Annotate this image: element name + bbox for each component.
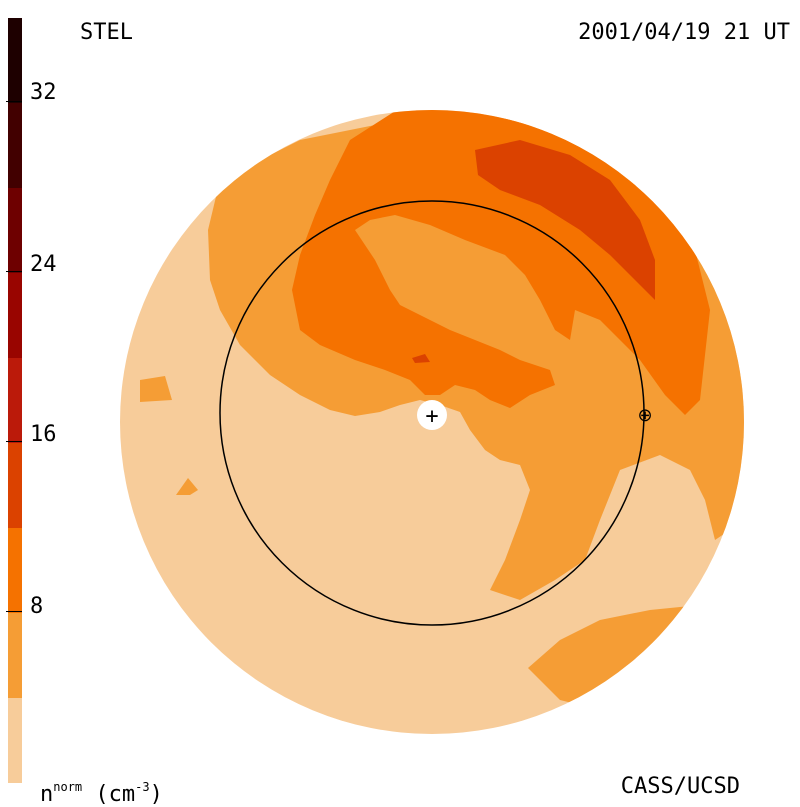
tick-label-16: 16 xyxy=(30,422,57,447)
station-label: STEL xyxy=(80,20,133,45)
density-region-level-2-southwest xyxy=(176,478,198,495)
tick-mark-24 xyxy=(6,271,22,272)
color-scale-segment xyxy=(8,358,22,443)
credit-label: CASS/UCSD xyxy=(620,774,740,799)
density-region-level-4-spot xyxy=(412,354,430,363)
tick-label-8: 8 xyxy=(30,594,44,619)
earth-marker: ⊕ xyxy=(637,405,652,426)
unit-superscript: norm xyxy=(53,780,83,794)
tick-mark-8 xyxy=(6,611,22,612)
tick-mark-32 xyxy=(6,101,22,102)
color-scale-segment xyxy=(8,698,22,783)
color-scale-bar xyxy=(8,18,22,783)
timestamp-label: 2001/04/19 21 UT xyxy=(578,20,790,45)
color-scale-segment xyxy=(8,528,22,613)
color-scale-segment xyxy=(8,188,22,273)
color-scale-segment xyxy=(8,273,22,358)
reference-orbit-circle xyxy=(219,200,645,626)
color-scale-segment xyxy=(8,443,22,528)
color-scale-segment xyxy=(8,103,22,188)
sun-marker: + xyxy=(425,404,438,429)
tick-label-24: 24 xyxy=(30,252,57,277)
density-region-level-2-west xyxy=(140,376,172,402)
unit-exponent: -3 xyxy=(135,780,150,794)
color-scale-segment xyxy=(8,613,22,698)
sun-marker-background xyxy=(417,400,447,430)
tick-label-32: 32 xyxy=(30,80,57,105)
density-region-level-4 xyxy=(475,140,655,300)
color-scale-segment xyxy=(8,18,22,103)
tick-mark-16 xyxy=(6,441,22,442)
